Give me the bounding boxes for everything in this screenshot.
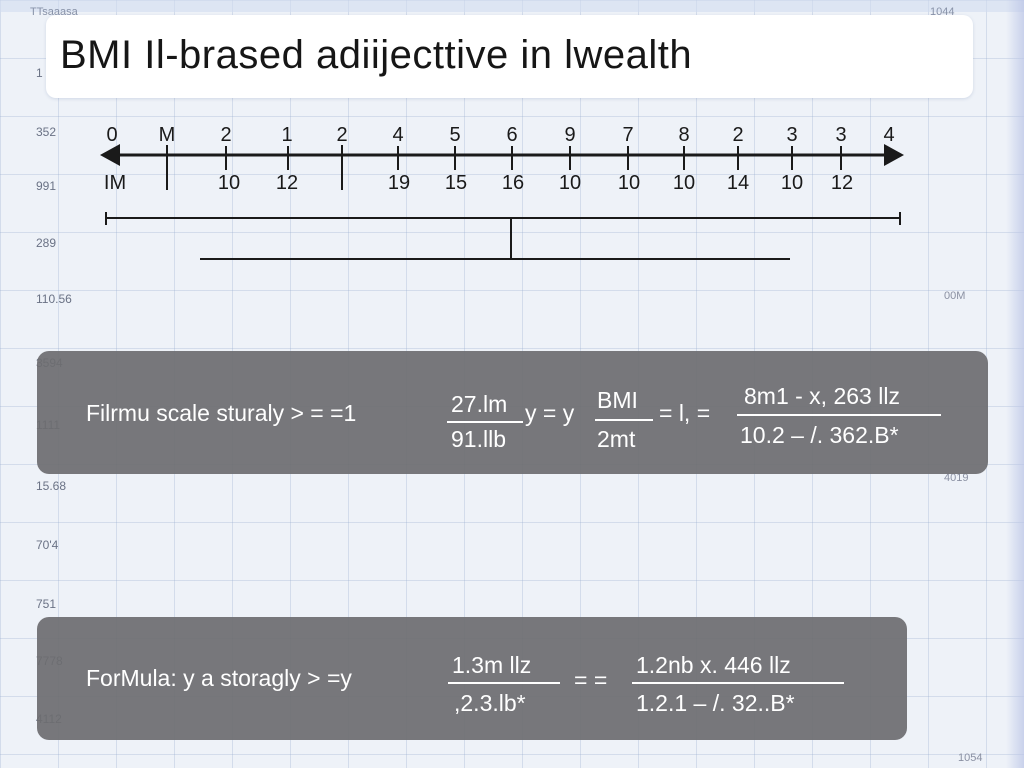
axis-bottom-label: 10 xyxy=(673,172,695,194)
axis-bottom-label: 10 xyxy=(218,172,240,194)
axis-top-label: 3 xyxy=(786,124,797,146)
arrow-right-icon xyxy=(884,144,904,166)
bg-row-label: 70'4 xyxy=(36,538,59,552)
bg-row-label: 1 xyxy=(36,66,43,80)
formula2-middle: = = xyxy=(574,667,608,693)
formula1-frac1-denominator: 91.llb xyxy=(451,426,506,452)
axis-top-label: 0 xyxy=(106,124,117,146)
axis-top-label: 6 xyxy=(506,124,517,146)
formula2-frac1-denominator: ,2.3.lb* xyxy=(454,690,526,716)
top-strip xyxy=(0,0,1024,12)
axis-top-label: 5 xyxy=(449,124,460,146)
formula1-frac1-numerator: 27.lm xyxy=(451,391,508,417)
formula1-middle-2: = l, = xyxy=(659,400,711,426)
axis-bottom-label: 15 xyxy=(445,172,467,194)
fraction-bar xyxy=(737,414,941,416)
formula1-frac3-denominator: 10.2 – /. 362.B* xyxy=(740,422,899,448)
axis-top-label: M xyxy=(159,124,176,146)
axis-top-label: 2 xyxy=(732,124,743,146)
formula-panel-2 xyxy=(37,617,907,740)
axis-top-label: 4 xyxy=(883,124,894,146)
axis-top-label: 3 xyxy=(835,124,846,146)
axis-bottom-label: 19 xyxy=(388,172,410,194)
bg-row-label: 991 xyxy=(36,179,57,193)
axis-top-label: 9 xyxy=(564,124,575,146)
page-title: BMI Il-brased adiijecttive in lwealth xyxy=(60,33,693,77)
fraction-bar xyxy=(632,682,844,684)
formula1-prefix: Filrmu scale sturaly > = =1 xyxy=(86,400,357,426)
bg-right-label: 4019 xyxy=(944,472,969,484)
formula1-middle-1: y = y xyxy=(525,400,575,426)
bg-row-label: 289 xyxy=(36,236,57,250)
axis-top-label: 2 xyxy=(336,124,347,146)
bg-row-label: 110.56 xyxy=(36,292,72,306)
axis-bottom-label: 14 xyxy=(727,172,749,194)
axis-bottom-label: 10 xyxy=(781,172,803,194)
arrow-left-icon xyxy=(100,144,120,166)
formula2-frac1-numerator: 1.3m llz xyxy=(452,652,532,678)
formula1-frac2-numerator: BMI xyxy=(597,387,638,413)
bg-row-label: 15.68 xyxy=(36,479,67,493)
axis-bottom-label: 10 xyxy=(559,172,581,194)
fraction-bar xyxy=(595,419,653,421)
bg-row-label: 751 xyxy=(36,597,57,611)
formula1-frac2-denominator: 2mt xyxy=(597,426,636,452)
fraction-bar xyxy=(447,421,523,423)
axis-top-label: 7 xyxy=(622,124,633,146)
axis-bottom-label: 12 xyxy=(831,172,853,194)
bg-row-label: 352 xyxy=(36,125,57,139)
formula2-prefix: ForMula: y a storagly > =y xyxy=(86,665,352,691)
axis-top-label: 2 xyxy=(220,124,231,146)
axis-bottom-label: 12 xyxy=(276,172,298,194)
bg-right-label: 00M xyxy=(944,290,966,302)
formula-panel-1 xyxy=(37,351,988,474)
number-line-diagram: 0 M 2 1 2 4 5 6 9 7 8 2 3 3 4 IM 10 12 1… xyxy=(100,124,904,260)
fraction-bar xyxy=(448,682,560,684)
axis-top-label: 1 xyxy=(281,124,292,146)
axis-top-label: 4 xyxy=(392,124,403,146)
axis-bottom-label: 16 xyxy=(502,172,524,194)
title-card xyxy=(46,15,973,98)
axis-top-label: 8 xyxy=(678,124,689,146)
formula2-frac2-denominator: 1.2.1 – /. 32..B* xyxy=(636,690,795,716)
axis-bottom-label: 10 xyxy=(618,172,640,194)
formula1-frac3-numerator: 8m1 - x, 263 llz xyxy=(744,383,900,409)
formula2-frac2-numerator: 1.2nb x. 446 llz xyxy=(636,652,791,678)
bg-right-label: 1054 xyxy=(958,752,983,764)
axis-bottom-label: IM xyxy=(104,172,126,194)
sheet-edge xyxy=(1006,0,1024,768)
